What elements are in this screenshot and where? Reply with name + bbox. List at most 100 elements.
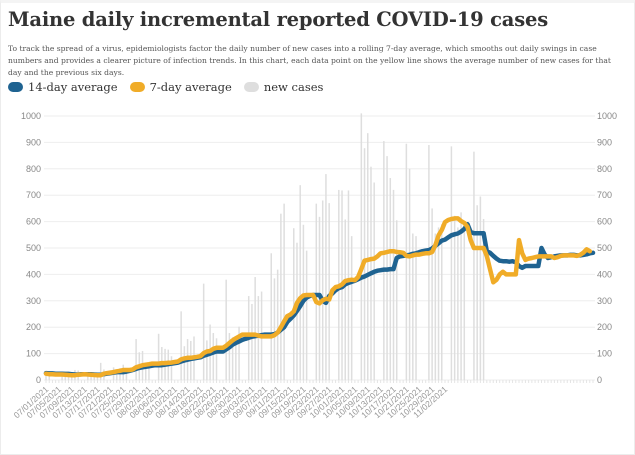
bar [476,205,478,380]
legend-label-14-day: 14-day average [28,80,118,94]
bar [215,338,218,380]
bar [228,333,231,380]
bar [392,189,395,380]
bar [473,151,475,380]
lines [43,216,596,378]
bar [434,233,437,380]
bar [170,356,173,380]
line-7-day-average [43,216,593,378]
y-tick-label: 800 [26,164,41,174]
bar [87,374,89,380]
bar [325,174,327,380]
y-tick-label: 900 [597,137,612,147]
y-tick-label: 100 [26,349,41,359]
legend-item-14-day[interactable]: 14-day average [8,80,118,94]
bar [202,283,205,380]
y-tick-label: 200 [26,322,41,332]
bar [479,196,482,380]
legend-swatch-7-day [129,82,145,92]
bar [48,373,50,380]
bar [270,253,272,380]
bar [463,222,466,380]
bar [93,374,96,380]
bar [238,326,240,380]
bar [360,113,363,381]
bar [206,340,208,380]
bar [350,236,353,380]
bar [276,269,279,380]
bar [457,227,459,380]
bar [344,219,346,380]
bar [441,224,443,380]
bar [180,311,182,380]
y-tick-label: 700 [26,190,41,200]
bar [450,146,453,380]
bar [148,367,150,380]
bar [125,369,128,380]
y-tick-label: 800 [597,164,612,174]
bar [235,336,237,380]
bar [415,236,417,380]
bar [395,220,398,380]
bar [251,303,253,380]
y-tick-label: 1000 [21,111,41,121]
chart-title: Maine daily incremental reported COVID-1… [8,8,549,31]
y-tick-label: 200 [597,322,612,332]
y-axis-left: 0 100 200 300 400 500 600 700 800 900 1000 [21,111,41,385]
bar [328,203,330,380]
bar [482,218,485,380]
bar [64,374,67,380]
bar [367,133,369,380]
legend-label-new-cases: new cases [263,80,324,94]
bar [321,200,324,380]
bar [212,333,215,380]
bar [383,141,385,380]
legend-item-7-day[interactable]: 7-day average [129,80,232,94]
chart-description: To track the spread of a virus, epidemio… [8,44,611,77]
bar [412,233,414,380]
legend-swatch-14-day [8,82,23,92]
bars-new-cases [45,113,485,381]
legend-item-new-cases[interactable]: new cases [243,80,324,94]
bar [299,185,301,380]
y-tick-label: 100 [597,349,612,359]
bar [231,337,234,380]
bar [183,346,186,380]
bar [157,333,160,380]
bar [99,362,102,380]
bar [453,215,456,380]
bar [225,279,227,380]
y-tick-label: 400 [26,269,41,279]
bar [315,203,318,380]
y-tick-label: 700 [597,190,612,200]
bar [437,227,440,380]
y-tick-label: 300 [597,296,612,306]
bar [305,250,308,380]
y-tick-label: 900 [26,137,41,147]
bar [389,178,392,380]
bar [373,182,375,380]
bar [405,143,408,380]
y-tick-label: 0 [36,375,41,385]
bar [273,278,276,380]
bar [460,212,462,380]
bar [408,168,411,380]
y-tick-label: 500 [26,243,41,253]
bar [431,208,433,380]
bar [293,228,295,380]
bar [135,339,137,380]
legend-label-7-day: 7-day average [149,80,232,94]
bar [280,213,282,380]
y-tick-label: 500 [597,243,612,253]
bar [144,363,147,380]
y-tick-label: 600 [597,217,612,227]
y-tick-label: 400 [597,269,612,279]
bar [283,203,285,380]
y-tick-label: 1000 [597,111,617,121]
y-tick-label: 0 [597,375,602,385]
legend-swatch-new-cases [243,82,259,92]
bar [257,296,260,380]
bar [428,145,430,380]
legend: 14-day average 7-day average new cases [8,80,335,94]
